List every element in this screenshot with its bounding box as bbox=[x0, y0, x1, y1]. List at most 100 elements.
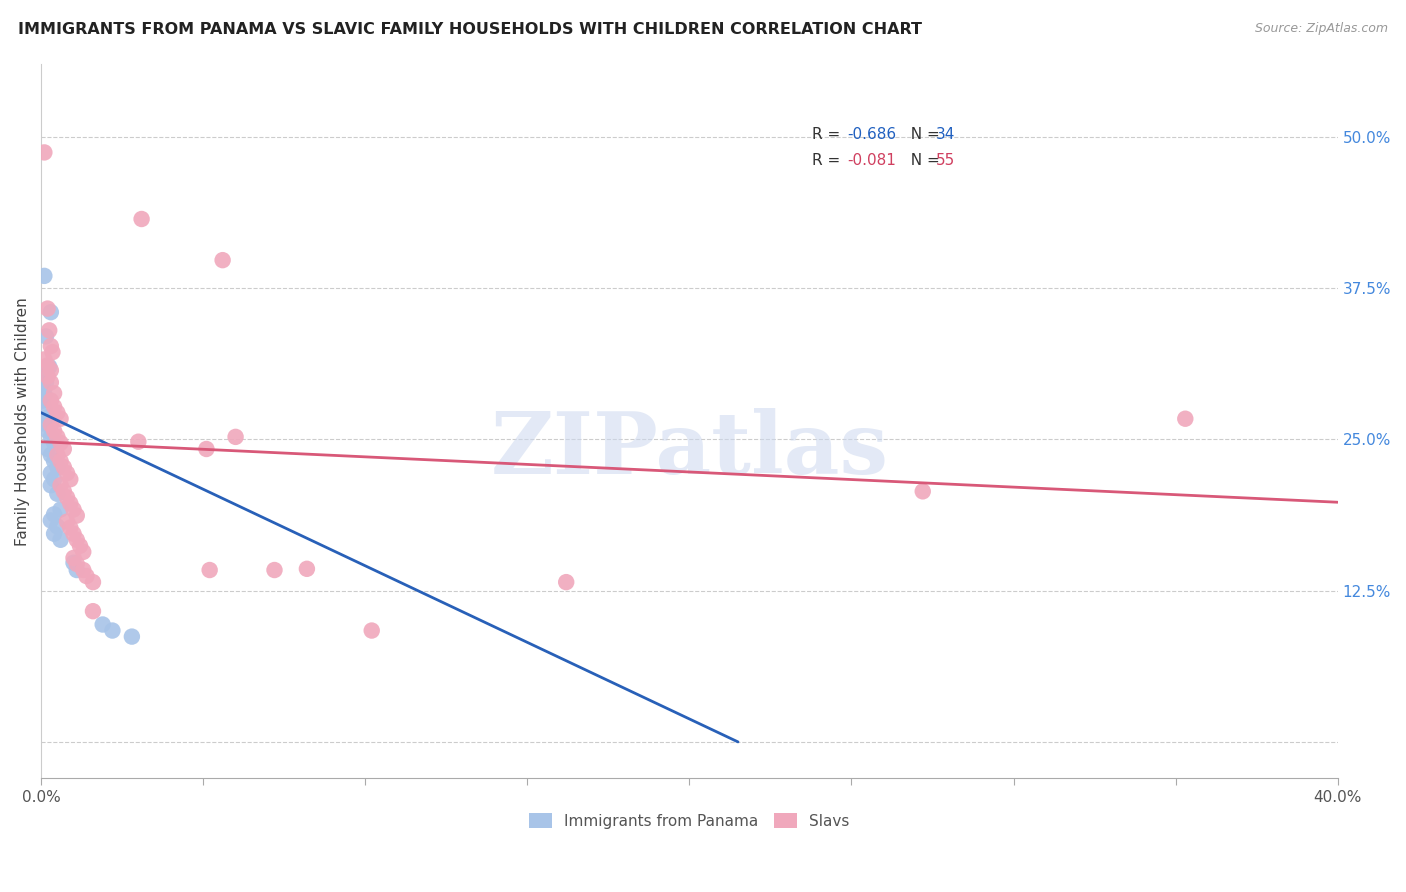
Point bbox=[34, 402, 56, 417]
Point bbox=[39, 363, 62, 377]
Point bbox=[34, 381, 56, 395]
Point bbox=[59, 472, 82, 486]
Point bbox=[42, 400, 65, 414]
Point bbox=[34, 268, 56, 283]
Point bbox=[101, 624, 124, 638]
Point bbox=[49, 478, 72, 492]
Point bbox=[38, 323, 60, 337]
Point bbox=[56, 491, 79, 505]
Point bbox=[49, 436, 72, 450]
Point bbox=[39, 417, 62, 432]
Point bbox=[46, 406, 69, 420]
Point bbox=[69, 539, 91, 553]
Point bbox=[62, 526, 84, 541]
Point bbox=[46, 519, 69, 533]
Point bbox=[39, 430, 62, 444]
Point bbox=[263, 563, 285, 577]
Point bbox=[91, 617, 114, 632]
Point bbox=[66, 533, 89, 547]
Point bbox=[295, 562, 318, 576]
Text: 34: 34 bbox=[936, 128, 956, 142]
Point bbox=[56, 466, 79, 480]
Point bbox=[198, 563, 221, 577]
Text: 55: 55 bbox=[936, 153, 955, 168]
Text: -0.081: -0.081 bbox=[848, 153, 896, 168]
Point bbox=[41, 345, 63, 359]
Point bbox=[62, 502, 84, 516]
Point bbox=[52, 484, 75, 499]
Text: -0.686: -0.686 bbox=[848, 128, 897, 142]
Point bbox=[66, 508, 89, 523]
Point bbox=[31, 393, 53, 408]
Point bbox=[42, 472, 65, 486]
Point bbox=[76, 569, 98, 583]
Point bbox=[195, 442, 218, 456]
Point bbox=[59, 496, 82, 510]
Point bbox=[42, 386, 65, 401]
Text: IMMIGRANTS FROM PANAMA VS SLAVIC FAMILY HOUSEHOLDS WITH CHILDREN CORRELATION CHA: IMMIGRANTS FROM PANAMA VS SLAVIC FAMILY … bbox=[18, 22, 922, 37]
Point bbox=[56, 515, 79, 529]
Point bbox=[72, 563, 94, 577]
Point bbox=[42, 436, 65, 450]
Point bbox=[35, 376, 58, 390]
Point bbox=[39, 339, 62, 353]
Point bbox=[42, 526, 65, 541]
Point bbox=[37, 410, 59, 425]
Point bbox=[37, 442, 59, 456]
Point bbox=[49, 454, 72, 468]
Point bbox=[49, 502, 72, 516]
Point bbox=[42, 454, 65, 468]
Text: N =: N = bbox=[901, 128, 945, 142]
Point bbox=[360, 624, 382, 638]
Text: Source: ZipAtlas.com: Source: ZipAtlas.com bbox=[1254, 22, 1388, 36]
Point bbox=[911, 484, 934, 499]
Legend: Immigrants from Panama, Slavs: Immigrants from Panama, Slavs bbox=[523, 806, 856, 835]
Point bbox=[31, 369, 53, 384]
Point bbox=[34, 417, 56, 431]
Point bbox=[34, 352, 56, 367]
Point bbox=[46, 487, 69, 501]
Text: N =: N = bbox=[901, 153, 945, 168]
Point bbox=[35, 329, 58, 343]
Point bbox=[62, 556, 84, 570]
Text: ZIPatlas: ZIPatlas bbox=[491, 408, 889, 491]
Point bbox=[37, 424, 59, 438]
Point bbox=[46, 448, 69, 462]
Point bbox=[211, 253, 233, 268]
Point bbox=[46, 430, 69, 444]
Point bbox=[82, 604, 104, 618]
Point bbox=[121, 630, 143, 644]
Point bbox=[39, 466, 62, 480]
Point bbox=[39, 376, 62, 390]
Point bbox=[38, 359, 60, 374]
Point bbox=[42, 508, 65, 522]
Point bbox=[39, 513, 62, 527]
Point bbox=[1174, 411, 1197, 425]
Point bbox=[37, 301, 59, 316]
Point bbox=[39, 393, 62, 408]
Point bbox=[72, 545, 94, 559]
Point bbox=[49, 533, 72, 547]
Point bbox=[39, 305, 62, 319]
Point bbox=[52, 442, 75, 456]
Point bbox=[52, 460, 75, 475]
Point bbox=[66, 563, 89, 577]
Point bbox=[46, 460, 69, 475]
Point bbox=[34, 145, 56, 160]
Point bbox=[131, 212, 153, 227]
Point bbox=[49, 411, 72, 425]
Point bbox=[39, 478, 62, 492]
Point bbox=[34, 387, 56, 401]
Point bbox=[225, 430, 247, 444]
Point bbox=[39, 448, 62, 462]
Point bbox=[62, 550, 84, 565]
Point bbox=[59, 521, 82, 535]
Text: R =: R = bbox=[813, 153, 845, 168]
Point bbox=[82, 575, 104, 590]
Point bbox=[127, 434, 149, 449]
Point bbox=[66, 557, 89, 571]
Point bbox=[42, 424, 65, 438]
Text: R =: R = bbox=[813, 128, 845, 142]
Point bbox=[37, 359, 59, 373]
Y-axis label: Family Households with Children: Family Households with Children bbox=[15, 297, 30, 546]
